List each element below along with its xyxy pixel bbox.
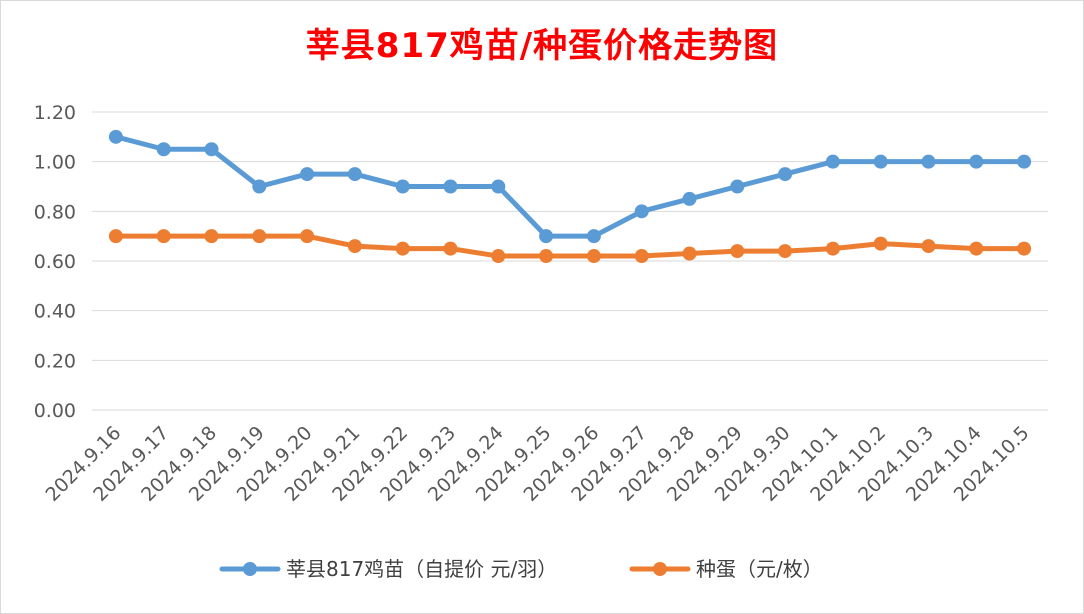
data-point — [634, 204, 649, 219]
data-point — [1017, 154, 1032, 169]
data-point — [586, 229, 601, 244]
data-point — [252, 229, 267, 244]
data-point — [443, 241, 458, 256]
data-point — [252, 179, 267, 194]
legend-label: 莘县817鸡苗（自提价 元/羽） — [286, 557, 557, 581]
data-point — [539, 229, 554, 244]
data-point — [491, 249, 506, 264]
data-point — [204, 142, 219, 157]
data-point — [730, 179, 745, 194]
grid-lines — [92, 111, 1048, 411]
data-point — [539, 249, 554, 264]
data-point — [730, 244, 745, 259]
series-line-1 — [113, 233, 1027, 259]
series-line-0 — [113, 134, 1027, 239]
data-point — [108, 229, 123, 244]
data-point — [778, 244, 793, 259]
legend-swatch-marker — [653, 562, 667, 576]
data-point — [395, 241, 410, 256]
series-lines — [108, 129, 1032, 264]
chart-title: 莘县817鸡苗/种蛋价格走势图 — [305, 26, 779, 66]
x-axis-ticks: 2024.9.162024.9.172024.9.182024.9.192024… — [41, 422, 1033, 506]
data-point — [825, 241, 840, 256]
data-point — [156, 229, 171, 244]
y-tick-label: 1.00 — [34, 152, 76, 174]
legend-label: 种蛋（元/枚） — [696, 557, 823, 581]
data-point — [921, 239, 936, 254]
y-tick-label: 0.40 — [34, 301, 76, 323]
data-point — [395, 179, 410, 194]
y-tick-label: 0.60 — [34, 251, 76, 273]
data-point — [873, 154, 888, 169]
data-point — [108, 129, 123, 144]
y-tick-label: 0.20 — [34, 350, 76, 372]
legend-swatch-marker — [243, 562, 257, 576]
y-tick-label: 0.80 — [34, 201, 76, 223]
legend: 莘县817鸡苗（自提价 元/羽） 种蛋（元/枚） — [219, 557, 823, 581]
data-point — [969, 154, 984, 169]
data-point — [873, 236, 888, 251]
data-point — [347, 167, 362, 182]
data-point — [1017, 241, 1032, 256]
data-point — [682, 246, 697, 261]
data-point — [682, 191, 697, 206]
data-point — [443, 179, 458, 194]
data-point — [969, 241, 984, 256]
data-point — [300, 229, 315, 244]
data-point — [491, 179, 506, 194]
data-point — [921, 154, 936, 169]
data-point — [634, 249, 649, 264]
data-point — [204, 229, 219, 244]
y-tick-label: 1.20 — [34, 102, 76, 124]
y-axis-ticks: 0.00 0.20 0.40 0.60 0.80 1.00 1.20 — [34, 102, 76, 422]
data-point — [778, 167, 793, 182]
data-point — [347, 239, 362, 254]
data-point — [825, 154, 840, 169]
data-point — [300, 167, 315, 182]
data-point — [156, 142, 171, 157]
data-point — [586, 249, 601, 264]
y-tick-label: 0.00 — [34, 400, 76, 422]
